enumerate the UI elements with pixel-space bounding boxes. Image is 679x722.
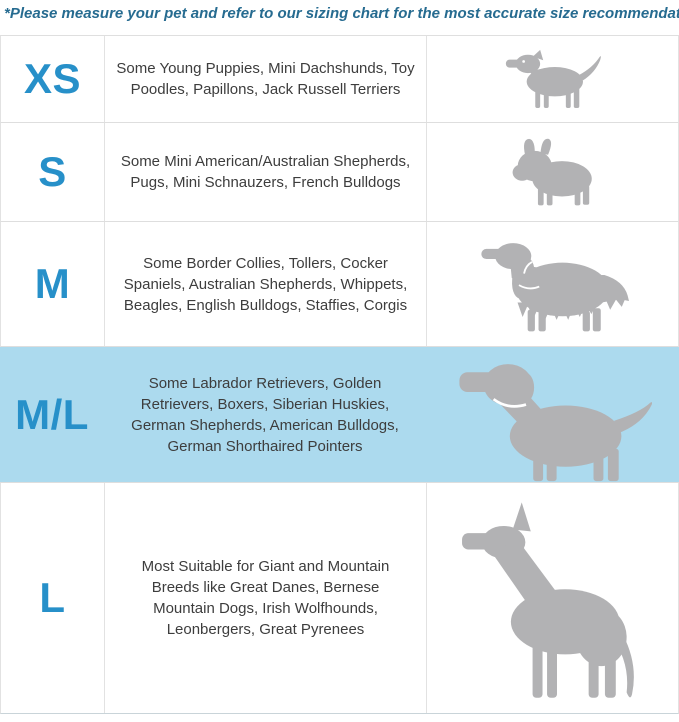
dog-cell-m [427,222,678,346]
size-description-text: Most Suitable for Giant and Mountain Bre… [141,558,390,638]
french-bulldog-icon [512,138,592,206]
size-row-xs: XS Some Young Puppies, Mini Dachshunds, … [0,35,679,123]
size-description-m: Some Border Collies, Tollers, Cocker Spa… [105,222,427,346]
size-label-s: S [1,123,105,221]
cocker-spaniel-icon [480,243,629,332]
labrador-retriever-icon [458,364,652,482]
dog-cell-s [427,123,678,221]
size-description-l: Most Suitable for Giant and Mountain Bre… [105,483,427,713]
dog-cell-xs [427,36,678,122]
size-description-text: Some Mini American/Australian Shepherds,… [120,153,411,191]
size-row-l: L Most Suitable for Giant and Mountain B… [0,483,679,714]
size-chart-table: XS Some Young Puppies, Mini Dachshunds, … [0,35,679,714]
dog-cell-ml [426,347,679,482]
size-label-xs: XS [1,36,105,122]
size-label-l: L [1,483,105,713]
sizing-note: *Please measure your pet and refer to ou… [4,5,679,22]
dog-cell-l [427,483,678,713]
size-description-s: Some Mini American/Australian Shepherds,… [105,123,427,221]
size-description-xs: Some Young Puppies, Mini Dachshunds, Toy… [105,36,427,122]
size-row-m: M Some Border Collies, Tollers, Cocker S… [0,222,679,347]
size-label-m: M [1,222,105,346]
size-description-text: Some Labrador Retrievers, Golden Retriev… [131,374,399,455]
size-description-ml: Some Labrador Retrievers, Golden Retriev… [104,347,426,482]
size-description-text: Some Young Puppies, Mini Dachshunds, Toy… [116,60,415,98]
size-row-s: S Some Mini American/Australian Shepherd… [0,123,679,222]
size-label-ml: M/L [15,390,89,438]
jack-russell-terrier-icon [505,50,601,109]
size-row-ml-highlighted: M/L Some Labrador Retrievers, Golden Ret… [0,347,679,483]
great-dane-icon [462,502,634,698]
size-description-text: Some Border Collies, Tollers, Cocker Spa… [123,254,408,314]
